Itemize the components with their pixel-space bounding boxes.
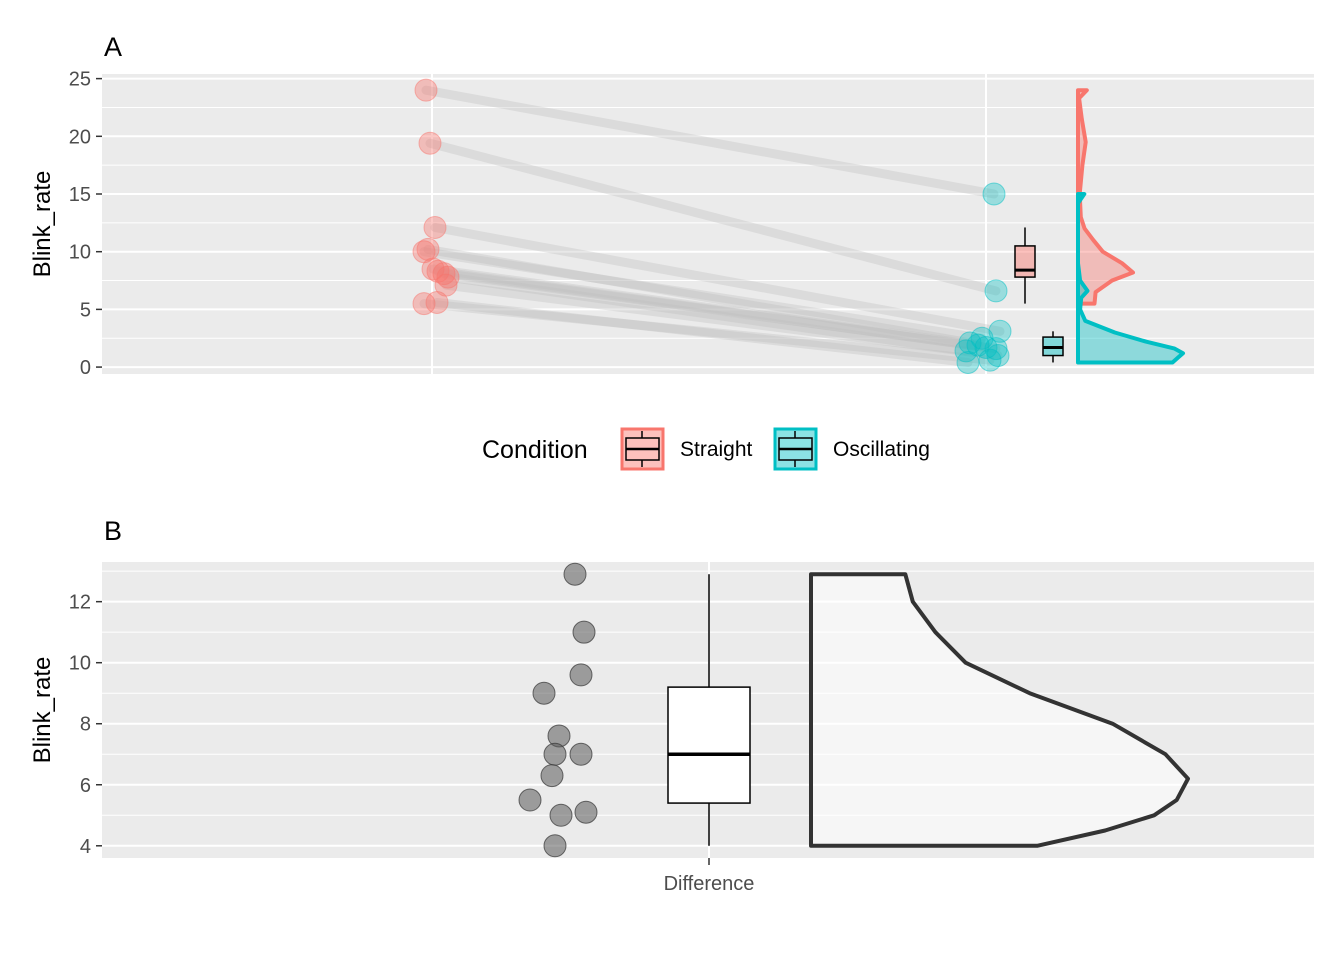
oscillating-point	[978, 348, 1002, 372]
panel-b-points	[518, 562, 598, 858]
oscillating-point	[956, 350, 980, 374]
difference-point	[540, 764, 564, 788]
pair-line	[441, 280, 1003, 361]
oscillating-point	[954, 339, 978, 363]
panel-b-density	[809, 572, 1190, 848]
legend-title: Condition	[482, 436, 588, 464]
legend-label-straight: Straight	[680, 438, 753, 461]
y-tick-label: 8	[80, 714, 91, 736]
difference-density	[809, 572, 1190, 848]
pair-line	[432, 297, 973, 367]
panel-a: A 0 5 10 15 20 25 Blink_rate	[29, 32, 1314, 379]
straight-density	[1076, 88, 1135, 306]
oscillating-density	[1076, 192, 1185, 365]
pair-line	[443, 272, 971, 356]
difference-point	[569, 742, 593, 766]
difference-point	[574, 800, 598, 824]
legend: Condition Straight Oscillating	[482, 427, 930, 471]
oscillating-point	[982, 182, 1006, 206]
difference-box	[667, 686, 751, 804]
legend-key-straight	[620, 427, 665, 471]
panel-a-boxplots	[1014, 227, 1064, 363]
straight-point	[425, 290, 449, 314]
difference-point	[569, 663, 593, 687]
pair-line	[425, 138, 1001, 296]
panel-a-y-axis: 0 5 10 15 20 25	[69, 69, 102, 379]
panel-a-background	[102, 74, 1314, 374]
panel-a-grid	[102, 74, 1314, 374]
y-tick-label: 12	[69, 592, 91, 614]
difference-point	[543, 742, 567, 766]
y-tick-label: 5	[80, 299, 91, 321]
oscillating-point	[986, 344, 1010, 368]
panel-a-densities	[1076, 88, 1185, 365]
pair-line	[423, 244, 975, 348]
y-tick-label: 10	[69, 242, 91, 264]
pair-line	[419, 247, 987, 343]
straight-point	[423, 215, 447, 239]
straight-point	[414, 78, 438, 102]
pair-line	[430, 222, 1005, 336]
panel-b-y-axis-title: Blink_rate	[29, 657, 56, 764]
straight-point	[432, 262, 456, 286]
panel-b-axes: 4 6 8 10 12	[69, 592, 710, 865]
oscillating-point	[984, 279, 1008, 303]
oscillating-point	[988, 319, 1012, 343]
pair-line	[419, 299, 995, 365]
straight-boxplot-box	[1014, 245, 1036, 278]
y-tick-label: 4	[80, 836, 91, 858]
panel-b-tag: B	[104, 516, 122, 546]
y-tick-label: 25	[69, 69, 91, 91]
y-tick-label: 6	[80, 775, 91, 797]
straight-point	[436, 265, 460, 289]
panel-a-pair-lines	[419, 85, 1005, 367]
pair-line	[439, 269, 1001, 354]
legend-label-oscillating: Oscillating	[833, 438, 930, 461]
difference-point	[543, 834, 567, 858]
straight-point	[418, 131, 442, 155]
oscillating-point	[966, 333, 990, 357]
panel-a-y-axis-title: Blink_rate	[29, 171, 56, 278]
straight-point	[412, 292, 436, 316]
panel-b: B 4 6 8 10 12 Blink_rate Difference	[29, 516, 1314, 895]
panel-b-x-tick-label: Difference	[664, 873, 755, 895]
y-tick-label: 10	[69, 653, 91, 675]
legend-key-oscillating	[773, 427, 818, 471]
panel-b-boxplot	[667, 574, 751, 846]
pair-line	[433, 266, 991, 352]
pair-line	[428, 264, 983, 350]
panel-a-tag: A	[104, 32, 122, 62]
difference-point	[549, 803, 573, 827]
straight-point	[416, 237, 440, 261]
pair-line	[421, 85, 999, 199]
panel-a-points	[412, 78, 1012, 374]
oscillating-point	[974, 335, 998, 359]
difference-point	[518, 788, 542, 812]
difference-point	[563, 562, 587, 586]
y-tick-label: 15	[69, 184, 91, 206]
y-tick-label: 20	[69, 126, 91, 148]
y-tick-label: 0	[80, 357, 91, 379]
difference-point	[532, 681, 556, 705]
difference-point	[572, 620, 596, 644]
